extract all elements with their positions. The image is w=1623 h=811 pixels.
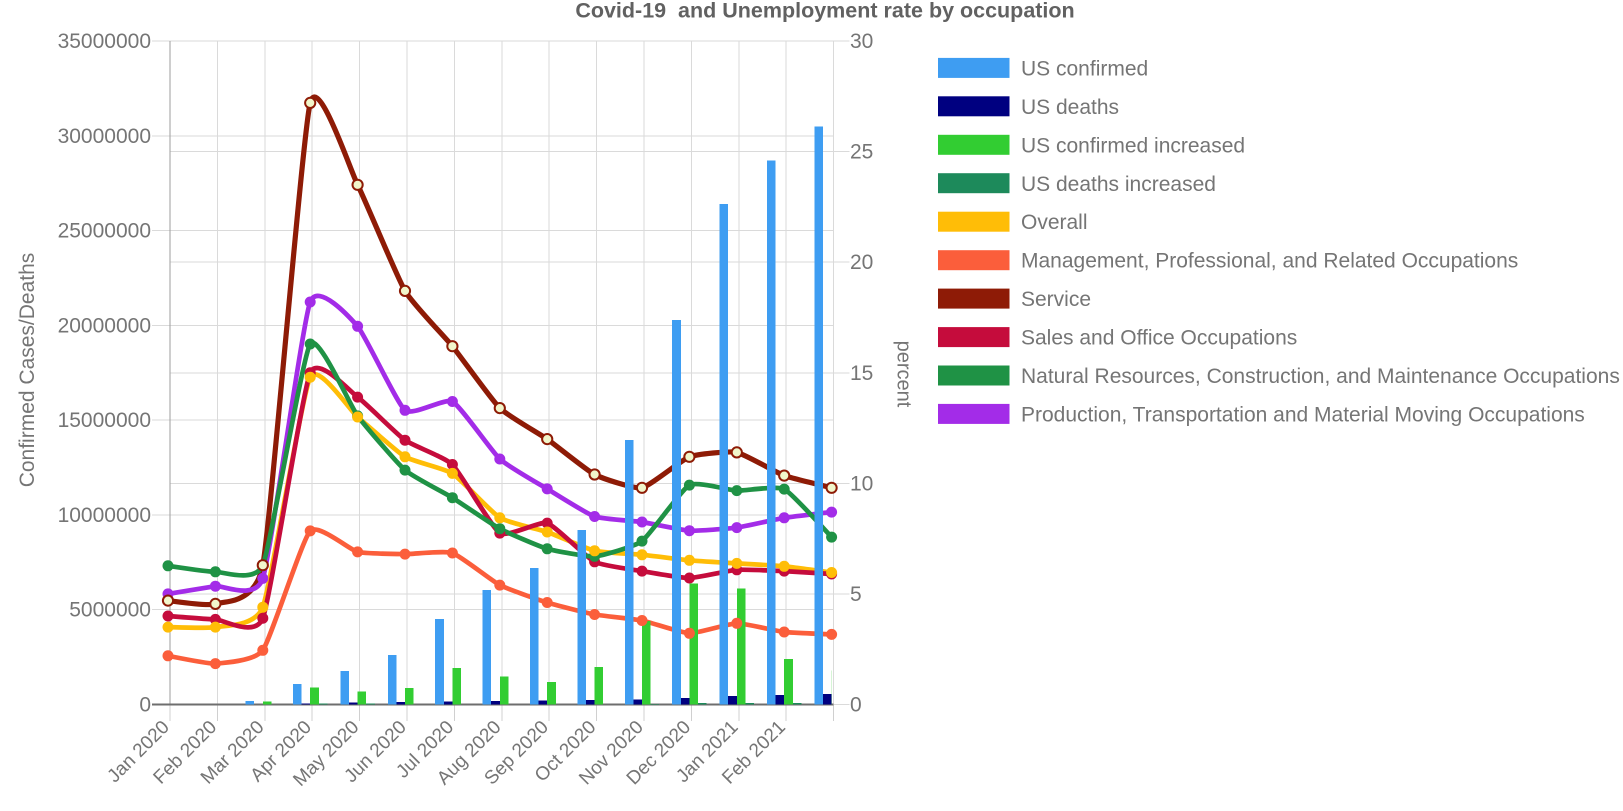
svg-text:15000000: 15000000 (58, 409, 151, 432)
svg-text:US confirmed: US confirmed (1021, 57, 1148, 80)
svg-text:Natural Resources, Constructio: Natural Resources, Construction, and Mai… (1021, 365, 1620, 388)
svg-text:25: 25 (850, 141, 873, 164)
svg-text:percent: percent (893, 341, 915, 408)
svg-text:35000000: 35000000 (58, 30, 151, 53)
svg-text:Management, Professional, and: Management, Professional, and Related Oc… (1021, 250, 1518, 273)
svg-text:30000000: 30000000 (58, 125, 151, 148)
svg-text:Production, Transportation and: Production, Transportation and Material … (1021, 403, 1585, 426)
svg-text:US deaths: US deaths (1021, 96, 1119, 119)
svg-text:10: 10 (850, 472, 873, 495)
svg-text:US confirmed increased: US confirmed increased (1021, 134, 1245, 157)
svg-text:30: 30 (850, 30, 873, 53)
svg-text:Overall: Overall (1021, 211, 1088, 234)
svg-text:0: 0 (850, 694, 862, 717)
svg-text:20: 20 (850, 251, 873, 274)
svg-text:20000000: 20000000 (58, 314, 151, 337)
svg-text:Confirmed Cases/Deaths: Confirmed Cases/Deaths (16, 253, 39, 488)
svg-text:Sales and Office Occupations: Sales and Office Occupations (1021, 327, 1297, 350)
svg-text:US deaths increased: US deaths increased (1021, 173, 1216, 196)
svg-text:5: 5 (850, 583, 862, 606)
svg-text:15: 15 (850, 362, 873, 385)
svg-text:10000000: 10000000 (58, 504, 151, 527)
svg-text:Service: Service (1021, 288, 1091, 311)
svg-text:25000000: 25000000 (58, 220, 151, 243)
svg-text:Covid-19 and Unemployment rat: Covid-19 and Unemployment rate by occupa… (575, 0, 1074, 23)
svg-text:5000000: 5000000 (69, 599, 151, 622)
svg-text:0: 0 (139, 694, 151, 717)
